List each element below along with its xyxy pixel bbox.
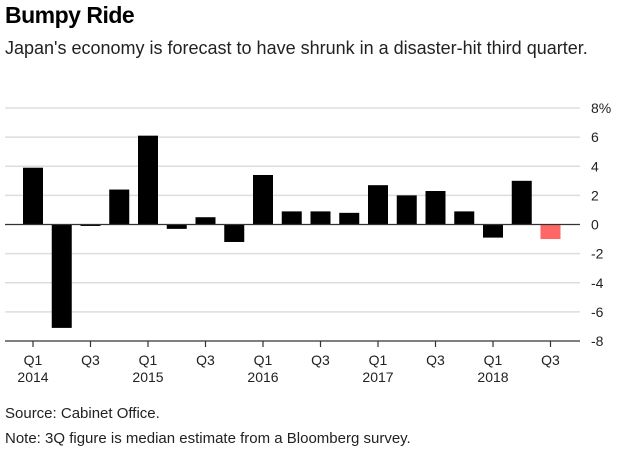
bar	[253, 174, 273, 225]
x-tick-label: Q3	[541, 352, 560, 368]
x-tick-label: Q1	[139, 352, 158, 368]
bar	[281, 211, 302, 225]
bar	[224, 224, 245, 242]
bar	[80, 224, 101, 226]
bars	[23, 135, 561, 328]
x-tick-label: Q1	[369, 352, 388, 368]
y-tick-label: 0	[591, 217, 599, 233]
y-tick-label: 6	[591, 129, 599, 145]
bar	[166, 224, 187, 229]
x-tick-label: Q3	[81, 352, 100, 368]
bar	[511, 180, 532, 225]
bar	[454, 211, 475, 225]
bar	[425, 191, 446, 225]
x-tick-label: Q1	[254, 352, 273, 368]
y-tick-label: 4	[591, 158, 599, 174]
x-tick-year-label: 2015	[132, 369, 163, 385]
bar	[109, 189, 130, 225]
y-axis-labels: 8% 6 4 2 0 -2 -4 -6 -8	[591, 100, 611, 349]
bar	[51, 224, 72, 328]
y-tick-label: 8%	[591, 100, 611, 116]
bar	[483, 224, 503, 238]
x-tick-label: Q1	[484, 352, 503, 368]
x-tick-year-label: 2017	[362, 369, 393, 385]
estimate-bar	[540, 224, 561, 240]
gridlines	[5, 107, 580, 313]
footnote: Note: 3Q figure is median estimate from …	[5, 430, 411, 447]
bar	[310, 211, 331, 225]
x-tick-label: Q3	[196, 352, 215, 368]
x-tick-year-label: 2018	[477, 369, 508, 385]
chart-title: Bumpy Ride	[5, 2, 135, 28]
bar	[396, 195, 417, 225]
y-tick-label: 2	[591, 187, 599, 203]
y-tick-label: -6	[591, 304, 604, 320]
y-tick-label: -4	[591, 275, 604, 291]
bar	[138, 135, 158, 225]
x-tick-year-label: 2016	[247, 369, 278, 385]
bar	[195, 217, 216, 225]
x-tick-label: Q3	[426, 352, 445, 368]
chart-subtitle: Japan's economy is forecast to have shru…	[5, 38, 588, 58]
x-tick-label: Q1	[24, 352, 43, 368]
axes	[5, 223, 580, 347]
x-tick-label: Q3	[311, 352, 330, 368]
y-tick-label: -8	[591, 333, 604, 349]
x-tick-year-label: 2014	[17, 369, 48, 385]
bar	[339, 212, 360, 225]
source-note: Source: Cabinet Office.	[5, 405, 160, 422]
y-tick-label: -2	[591, 246, 604, 262]
bar	[23, 167, 43, 225]
bar	[368, 185, 388, 225]
